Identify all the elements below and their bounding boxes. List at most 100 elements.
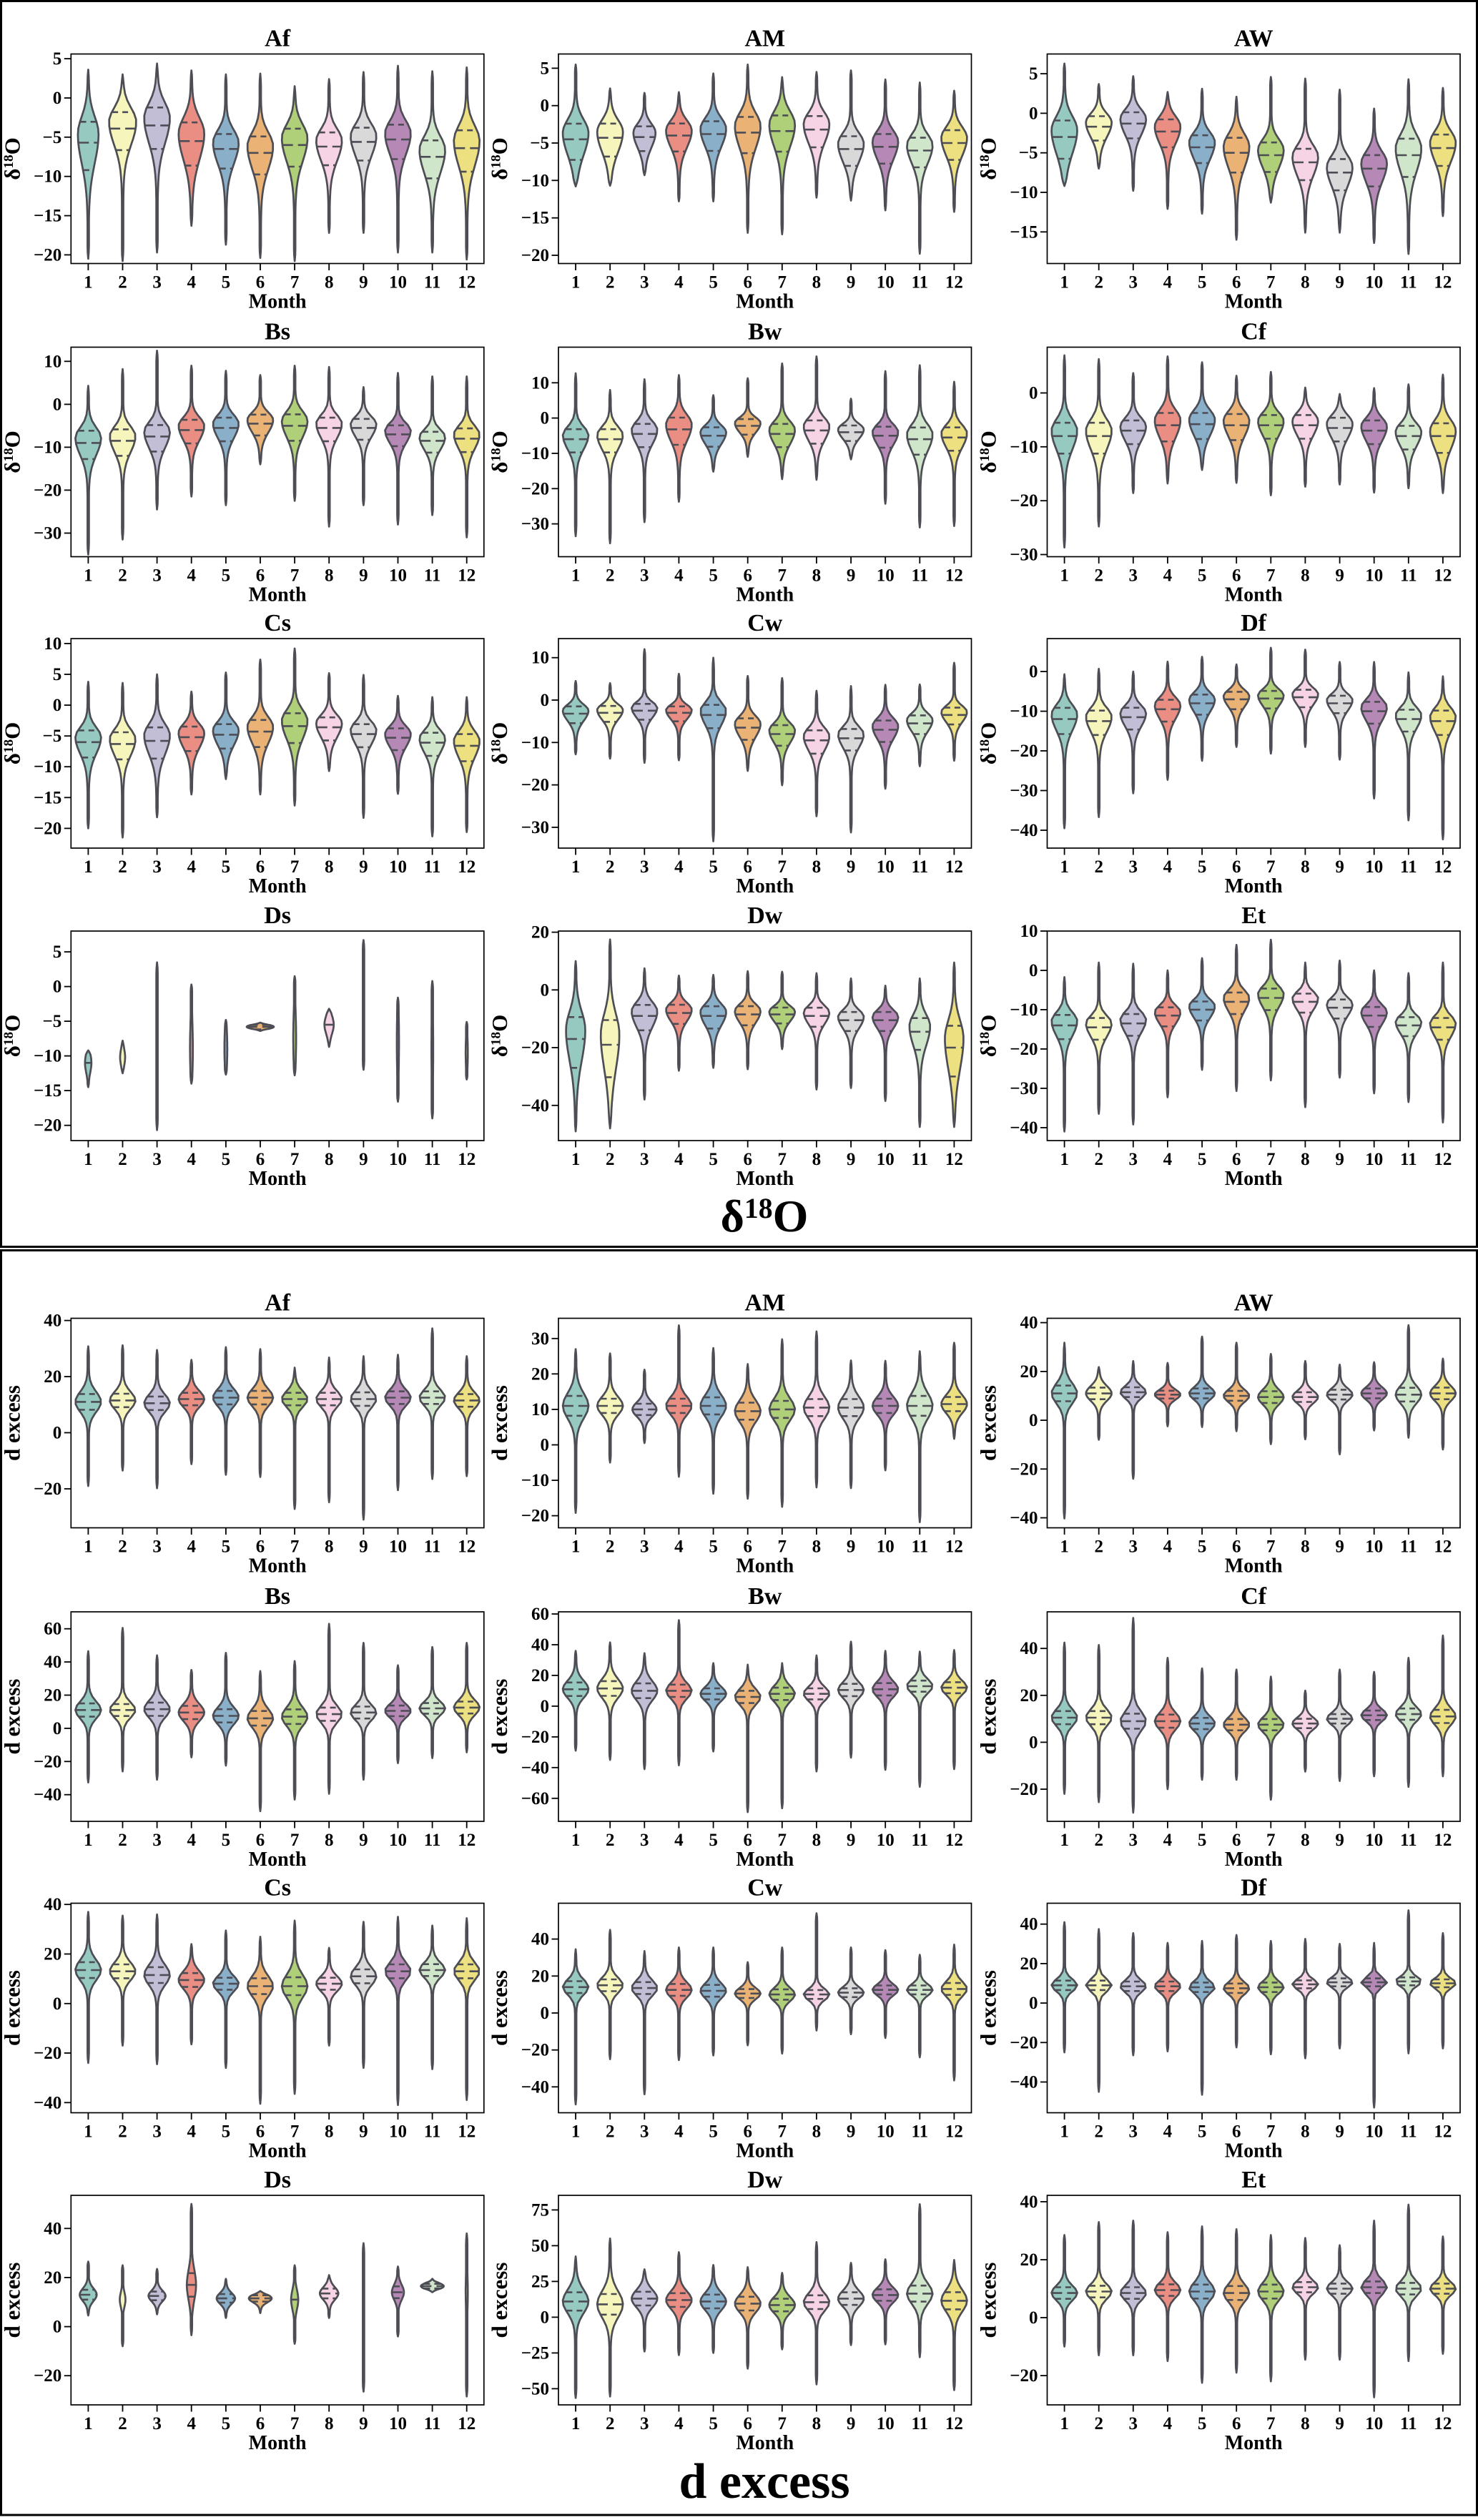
svg-text:11: 11 <box>911 1150 928 1169</box>
svg-text:−30: −30 <box>521 818 549 837</box>
svg-text:3: 3 <box>640 273 649 292</box>
svg-text:0: 0 <box>53 89 62 108</box>
svg-text:11: 11 <box>1400 566 1417 586</box>
svg-text:0: 0 <box>541 2308 550 2327</box>
svg-text:2: 2 <box>1094 2122 1103 2142</box>
svg-text:−20: −20 <box>34 245 61 265</box>
svg-text:−20: −20 <box>1010 491 1038 511</box>
svg-text:6: 6 <box>256 1537 265 1557</box>
svg-text:10: 10 <box>1365 1537 1383 1557</box>
svg-text:9: 9 <box>359 566 368 586</box>
svg-text:20: 20 <box>531 1967 549 1986</box>
svg-text:5: 5 <box>709 2122 718 2142</box>
svg-text:−10: −10 <box>34 167 61 187</box>
svg-text:11: 11 <box>911 1537 928 1557</box>
svg-text:3: 3 <box>1129 1537 1138 1557</box>
svg-text:11: 11 <box>424 566 441 586</box>
svg-text:5: 5 <box>1198 2414 1207 2433</box>
svg-text:−10: −10 <box>1010 183 1038 202</box>
svg-text:Month: Month <box>736 875 794 897</box>
svg-text:AM: AM <box>744 1290 785 1316</box>
svg-text:1: 1 <box>571 1831 581 1850</box>
svg-text:−30: −30 <box>1010 1079 1038 1098</box>
svg-text:−40: −40 <box>521 1758 549 1778</box>
svg-text:Cw: Cw <box>747 1875 783 1901</box>
svg-text:2: 2 <box>606 1537 615 1557</box>
svg-text:−10: −10 <box>34 1047 61 1066</box>
svg-text:7: 7 <box>290 1537 300 1557</box>
svg-text:Month: Month <box>1225 584 1283 606</box>
svg-text:−5: −5 <box>43 1012 62 1031</box>
svg-text:−20: −20 <box>521 1507 549 1526</box>
svg-text:2: 2 <box>118 2414 127 2433</box>
svg-text:8: 8 <box>1301 273 1310 292</box>
svg-text:40: 40 <box>1020 2192 1038 2212</box>
svg-text:2: 2 <box>1094 1150 1103 1169</box>
svg-text:10: 10 <box>389 1831 407 1850</box>
svg-text:4: 4 <box>674 1537 684 1557</box>
svg-text:20: 20 <box>44 1367 61 1387</box>
svg-text:0: 0 <box>541 691 550 710</box>
svg-text:2: 2 <box>606 2414 615 2433</box>
svg-text:−25: −25 <box>521 2343 549 2363</box>
svg-text:0: 0 <box>1029 384 1038 403</box>
svg-text:9: 9 <box>359 1831 368 1850</box>
svg-text:d excess: d excess <box>0 1679 24 1755</box>
svg-text:Bw: Bw <box>748 319 782 345</box>
svg-text:6: 6 <box>743 566 752 586</box>
svg-text:12: 12 <box>945 1537 963 1557</box>
svg-text:8: 8 <box>1301 857 1310 877</box>
svg-text:9: 9 <box>359 1537 368 1557</box>
svg-text:40: 40 <box>44 2219 61 2238</box>
svg-text:30: 30 <box>531 1329 549 1349</box>
svg-text:4: 4 <box>187 2414 196 2433</box>
svg-text:2: 2 <box>118 566 127 586</box>
svg-text:d excess: d excess <box>0 1970 24 2046</box>
svg-text:3: 3 <box>152 2414 162 2433</box>
svg-text:9: 9 <box>1335 1537 1344 1557</box>
svg-text:8: 8 <box>1301 2122 1310 2142</box>
svg-text:9: 9 <box>359 273 368 292</box>
svg-text:0: 0 <box>53 978 62 997</box>
svg-text:10: 10 <box>877 1537 895 1557</box>
svg-text:−5: −5 <box>43 128 62 147</box>
svg-text:4: 4 <box>674 566 684 586</box>
svg-text:3: 3 <box>152 1150 162 1169</box>
svg-text:6: 6 <box>256 1831 265 1850</box>
svg-text:8: 8 <box>1301 1537 1310 1557</box>
svg-text:8: 8 <box>812 2414 822 2433</box>
svg-text:20: 20 <box>1020 1954 1038 1974</box>
svg-text:Month: Month <box>736 2140 794 2162</box>
svg-text:3: 3 <box>1129 1831 1138 1850</box>
svg-text:6: 6 <box>743 2414 752 2433</box>
svg-text:4: 4 <box>1163 2414 1173 2433</box>
svg-text:2: 2 <box>118 273 127 292</box>
svg-text:10: 10 <box>389 2414 407 2433</box>
svg-text:5: 5 <box>222 2122 231 2142</box>
svg-text:−10: −10 <box>34 757 61 777</box>
svg-text:20: 20 <box>531 1666 549 1685</box>
svg-text:−10: −10 <box>521 444 549 463</box>
svg-text:9: 9 <box>847 273 856 292</box>
svg-text:5: 5 <box>53 665 62 684</box>
svg-text:5: 5 <box>709 2414 718 2433</box>
svg-text:9: 9 <box>359 2122 368 2142</box>
svg-text:7: 7 <box>778 1537 787 1557</box>
svg-text:6: 6 <box>256 273 265 292</box>
svg-text:10: 10 <box>1365 857 1383 877</box>
svg-text:10: 10 <box>389 566 407 586</box>
svg-text:5: 5 <box>709 1831 718 1850</box>
svg-text:10: 10 <box>531 649 549 668</box>
svg-text:10: 10 <box>389 273 407 292</box>
svg-text:−20: −20 <box>1010 1460 1038 1479</box>
svg-text:2: 2 <box>1094 566 1103 586</box>
svg-text:11: 11 <box>424 1150 441 1169</box>
svg-text:δ18O: δ18O <box>0 430 24 473</box>
svg-text:1: 1 <box>1060 2414 1069 2433</box>
svg-text:0: 0 <box>541 97 550 116</box>
svg-text:0: 0 <box>53 696 62 715</box>
svg-text:10: 10 <box>1365 1150 1383 1169</box>
svg-text:4: 4 <box>187 566 196 586</box>
svg-text:−15: −15 <box>34 207 61 226</box>
svg-text:7: 7 <box>290 2414 300 2433</box>
